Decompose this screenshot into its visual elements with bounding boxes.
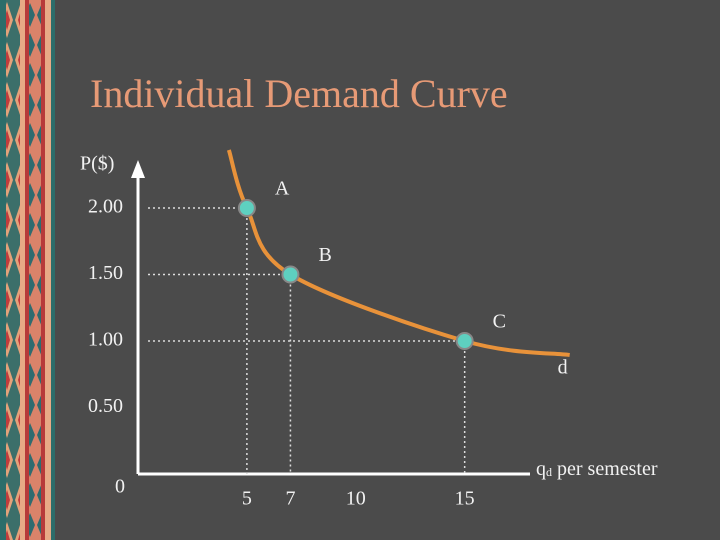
point-label: A <box>275 178 290 200</box>
point-label: B <box>318 244 331 266</box>
y-tick-label: 1.00 <box>88 329 123 351</box>
x-tick-label: 15 <box>455 488 475 510</box>
chart-title: Individual Demand Curve <box>90 71 508 116</box>
x-axis-label: qd per semester <box>536 458 658 480</box>
data-point <box>237 199 256 217</box>
y-axis-arrow <box>131 160 145 178</box>
x-tick-label: 7 <box>285 488 295 510</box>
x-tick-label: 5 <box>242 488 252 510</box>
data-point <box>455 332 474 350</box>
point-label: C <box>493 311 506 333</box>
x-tick-label: 10 <box>346 488 366 510</box>
curve-label: d <box>558 357 568 379</box>
border-decoration <box>0 0 55 540</box>
y-tick-label: 0 <box>115 476 125 498</box>
y-tick-label: 0.50 <box>88 395 123 417</box>
y-axis-label: P($) <box>80 153 114 175</box>
y-tick-label: 1.50 <box>88 262 123 284</box>
y-tick-label: 2.00 <box>88 196 123 218</box>
data-point <box>281 265 300 284</box>
